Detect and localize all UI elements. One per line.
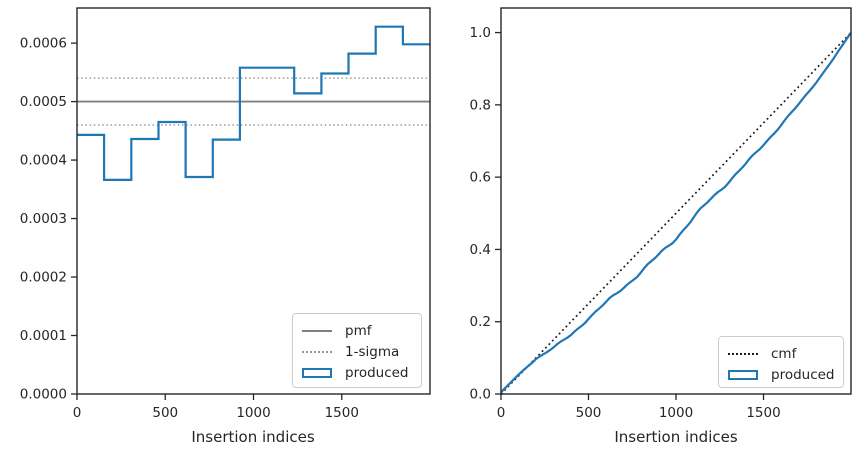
produced-swatch-icon xyxy=(302,367,332,378)
x-tick-label: 1500 xyxy=(746,405,780,421)
xlabel-right-chart: Insertion indices xyxy=(614,428,738,446)
legend-label-pmf: pmf xyxy=(345,322,372,339)
cmf-line-icon xyxy=(728,352,758,355)
x-tick-label: 500 xyxy=(576,405,602,421)
y-tick-label: 0.8 xyxy=(470,97,491,113)
y-tick-label: 0.4 xyxy=(470,242,491,258)
cmf-line xyxy=(500,32,852,395)
legend-left: pmf 1-sigma produced xyxy=(292,313,422,388)
produced-line xyxy=(500,31,852,393)
y-tick-label: 0.0006 xyxy=(20,36,67,52)
y-tick-label: 0.0002 xyxy=(20,270,67,286)
produced-swatch-icon xyxy=(728,369,758,380)
y-tick-label: 0.2 xyxy=(470,314,491,330)
x-tick-label: 0 xyxy=(73,405,82,421)
xlabel-left-chart: Insertion indices xyxy=(191,428,315,446)
y-tick-label: 0.0000 xyxy=(20,387,67,403)
y-tick-label: 0.0001 xyxy=(20,328,67,344)
y-tick-label: 0.6 xyxy=(470,170,491,186)
legend-label-produced-right: produced xyxy=(771,366,835,383)
legend-item-1-sigma: 1-sigma xyxy=(302,341,411,362)
y-tick-label: 1.0 xyxy=(470,25,491,41)
legend-label-produced-left: produced xyxy=(345,364,409,381)
y-tick-label: 0.0 xyxy=(470,387,491,403)
y-tick-label: 0.0003 xyxy=(20,211,67,227)
legend-item-cmf: cmf xyxy=(728,343,833,364)
legend-item-produced-right: produced xyxy=(728,364,835,385)
sigma-line-icon xyxy=(302,350,332,353)
x-tick-label: 1000 xyxy=(659,405,693,421)
produced-step-line xyxy=(77,25,430,181)
x-tick-label: 0 xyxy=(497,405,506,421)
x-tick-label: 1000 xyxy=(236,405,270,421)
legend-label-cmf: cmf xyxy=(771,345,797,362)
legend-item-pmf: pmf xyxy=(302,320,411,341)
legend-right: cmf produced xyxy=(718,336,844,388)
y-tick-label: 0.0004 xyxy=(20,153,67,169)
legend-item-produced-left: produced xyxy=(302,362,411,383)
x-tick-label: 500 xyxy=(152,405,178,421)
pmf-line-icon xyxy=(302,329,332,332)
legend-label-1-sigma: 1-sigma xyxy=(345,343,400,360)
x-tick-label: 1500 xyxy=(325,405,359,421)
y-tick-label: 0.0005 xyxy=(20,94,67,110)
